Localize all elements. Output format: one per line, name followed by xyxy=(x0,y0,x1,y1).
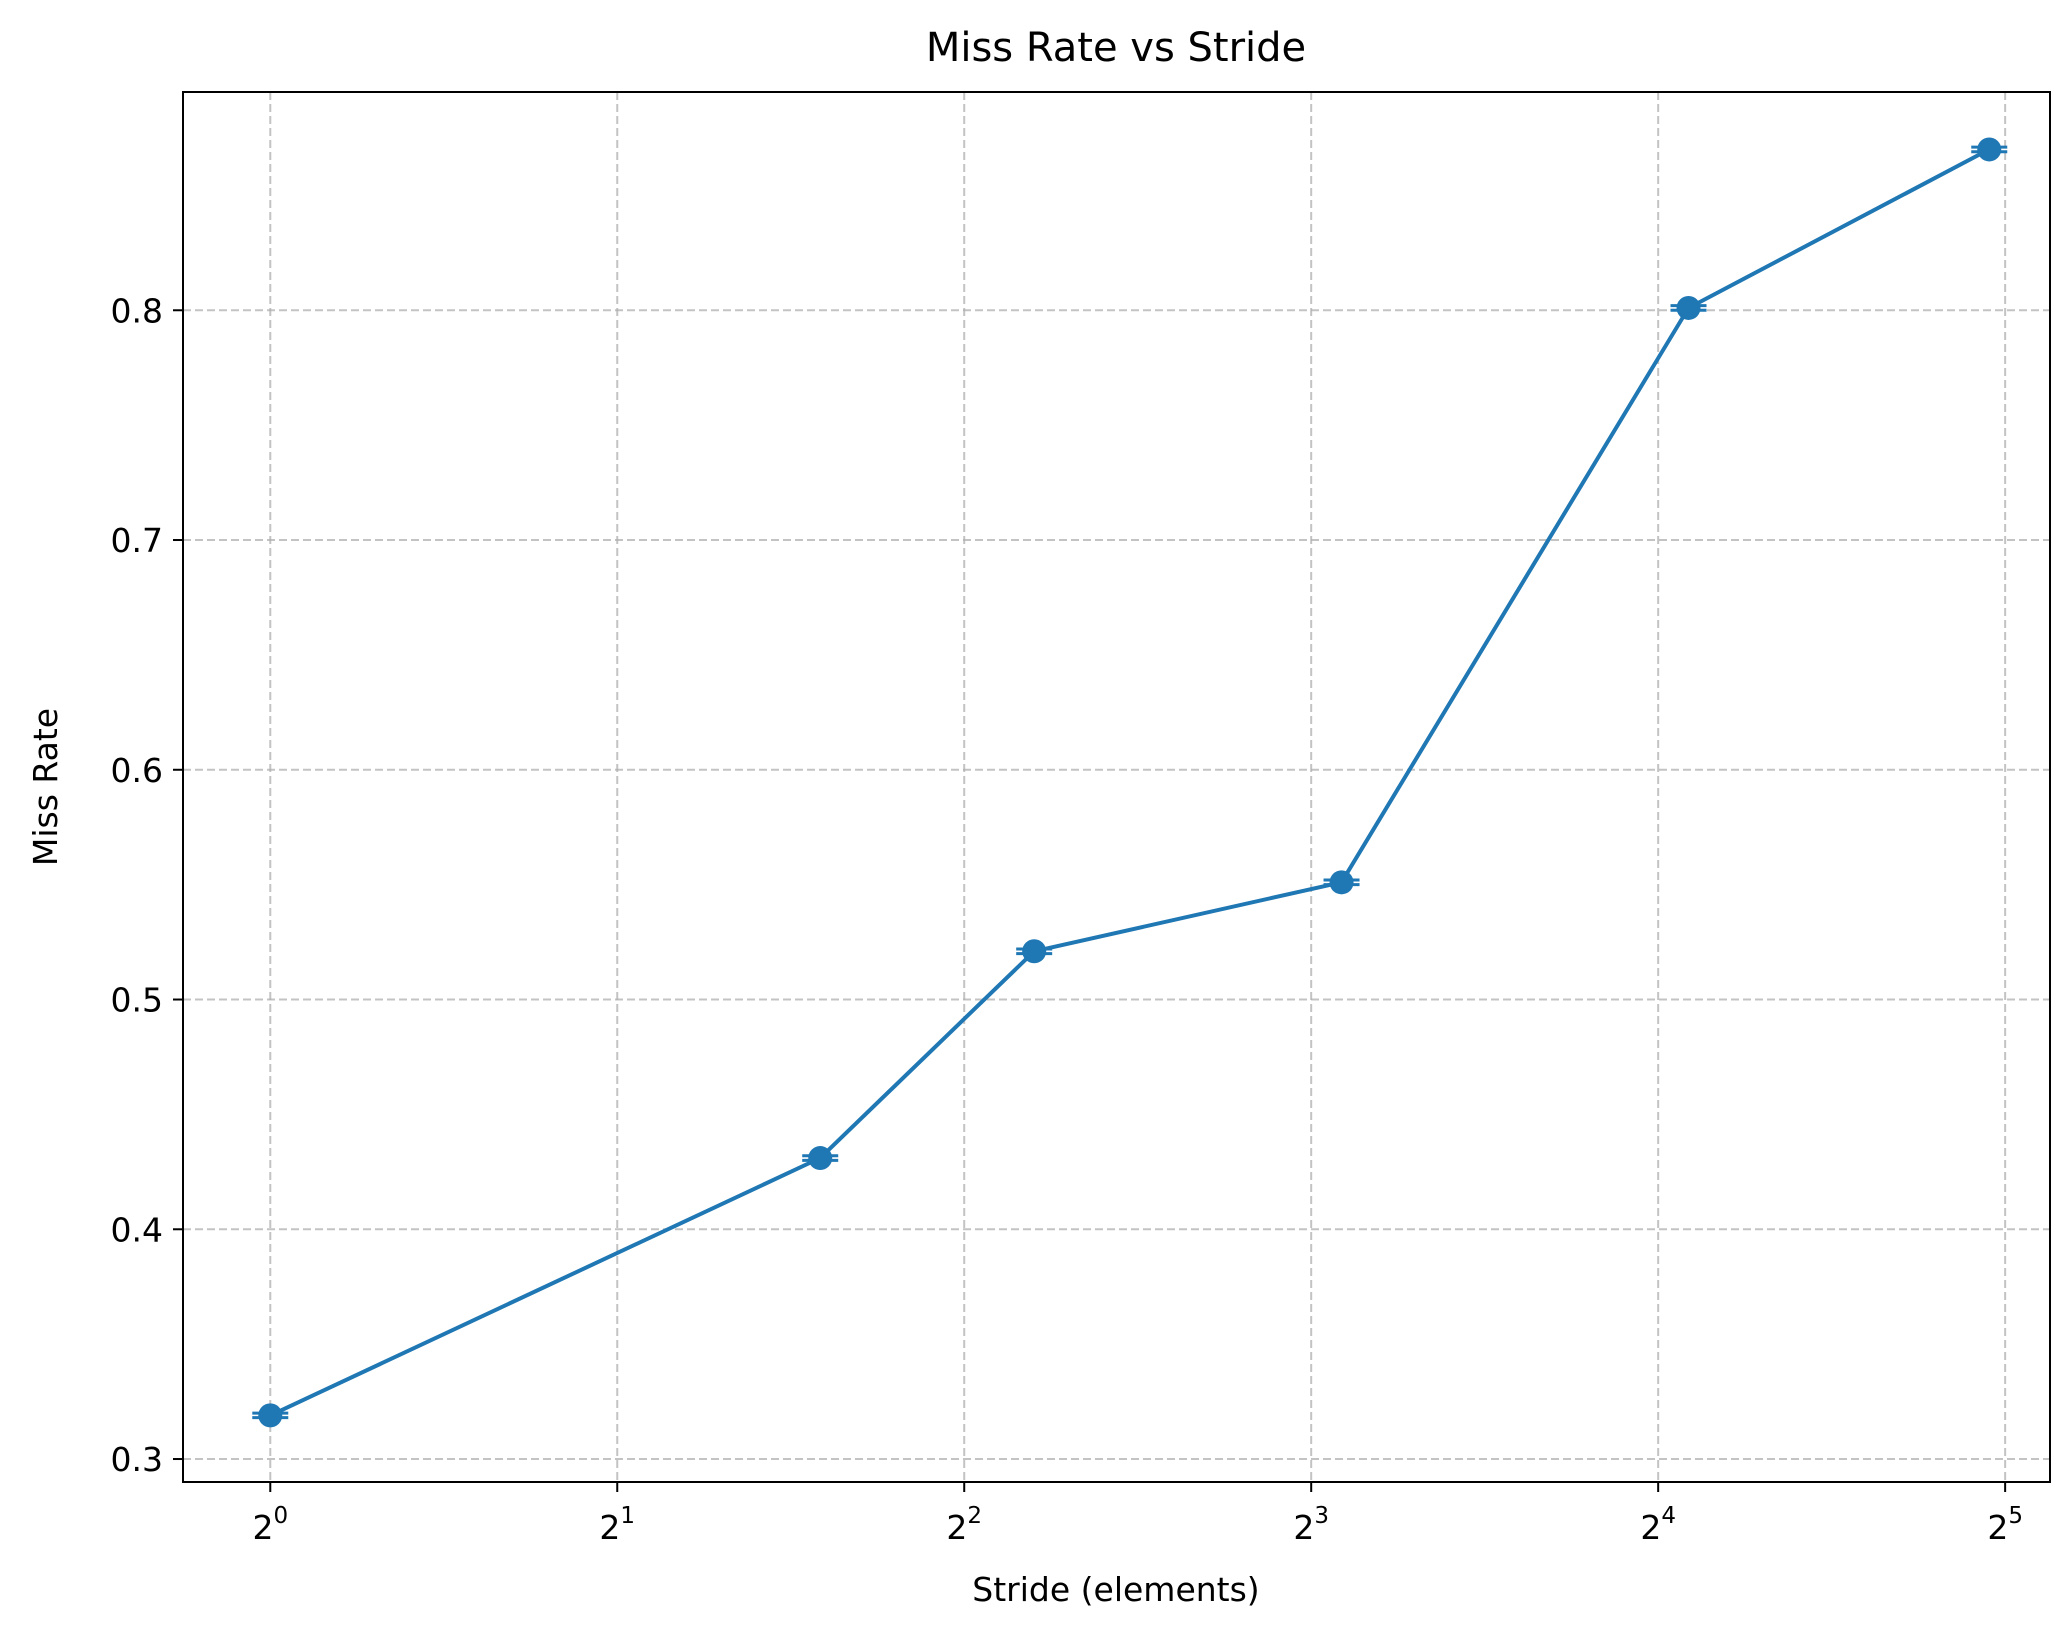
y-tick-label: 0.7 xyxy=(111,521,163,560)
data-point xyxy=(1329,870,1354,895)
y-tick-label: 0.5 xyxy=(111,981,163,1020)
x-axis-label: Stride (elements) xyxy=(972,1570,1259,1609)
x-tick-label: 23 xyxy=(1293,1503,1329,1547)
y-tick-label: 0.8 xyxy=(111,291,163,330)
data-point xyxy=(1676,295,1701,320)
x-tick-label: 21 xyxy=(599,1503,635,1547)
chart-title: Miss Rate vs Stride xyxy=(926,25,1306,71)
data-point xyxy=(1022,939,1047,964)
data-point xyxy=(808,1146,833,1171)
grid xyxy=(183,92,2050,1482)
y-tick-label: 0.3 xyxy=(111,1440,163,1479)
series-line xyxy=(269,147,1991,1418)
y-tick-label: 0.4 xyxy=(111,1210,163,1249)
data-point xyxy=(258,1403,283,1428)
x-tick-label: 24 xyxy=(1640,1503,1676,1547)
y-tick-label: 0.6 xyxy=(111,751,163,790)
x-tick-label: 22 xyxy=(946,1503,982,1547)
series-layer xyxy=(252,137,2008,1428)
plot-frame xyxy=(182,91,2051,1483)
y-axis-label: Miss Rate xyxy=(26,708,65,866)
x-tick-label: 25 xyxy=(1987,1503,2023,1547)
data-point xyxy=(1977,137,2002,162)
x-tick-label: 20 xyxy=(252,1503,288,1547)
axes: 20 21 22 23 24 25 0.3 0.4 0.5 0.6 0.7 0.8 xyxy=(111,291,2023,1547)
